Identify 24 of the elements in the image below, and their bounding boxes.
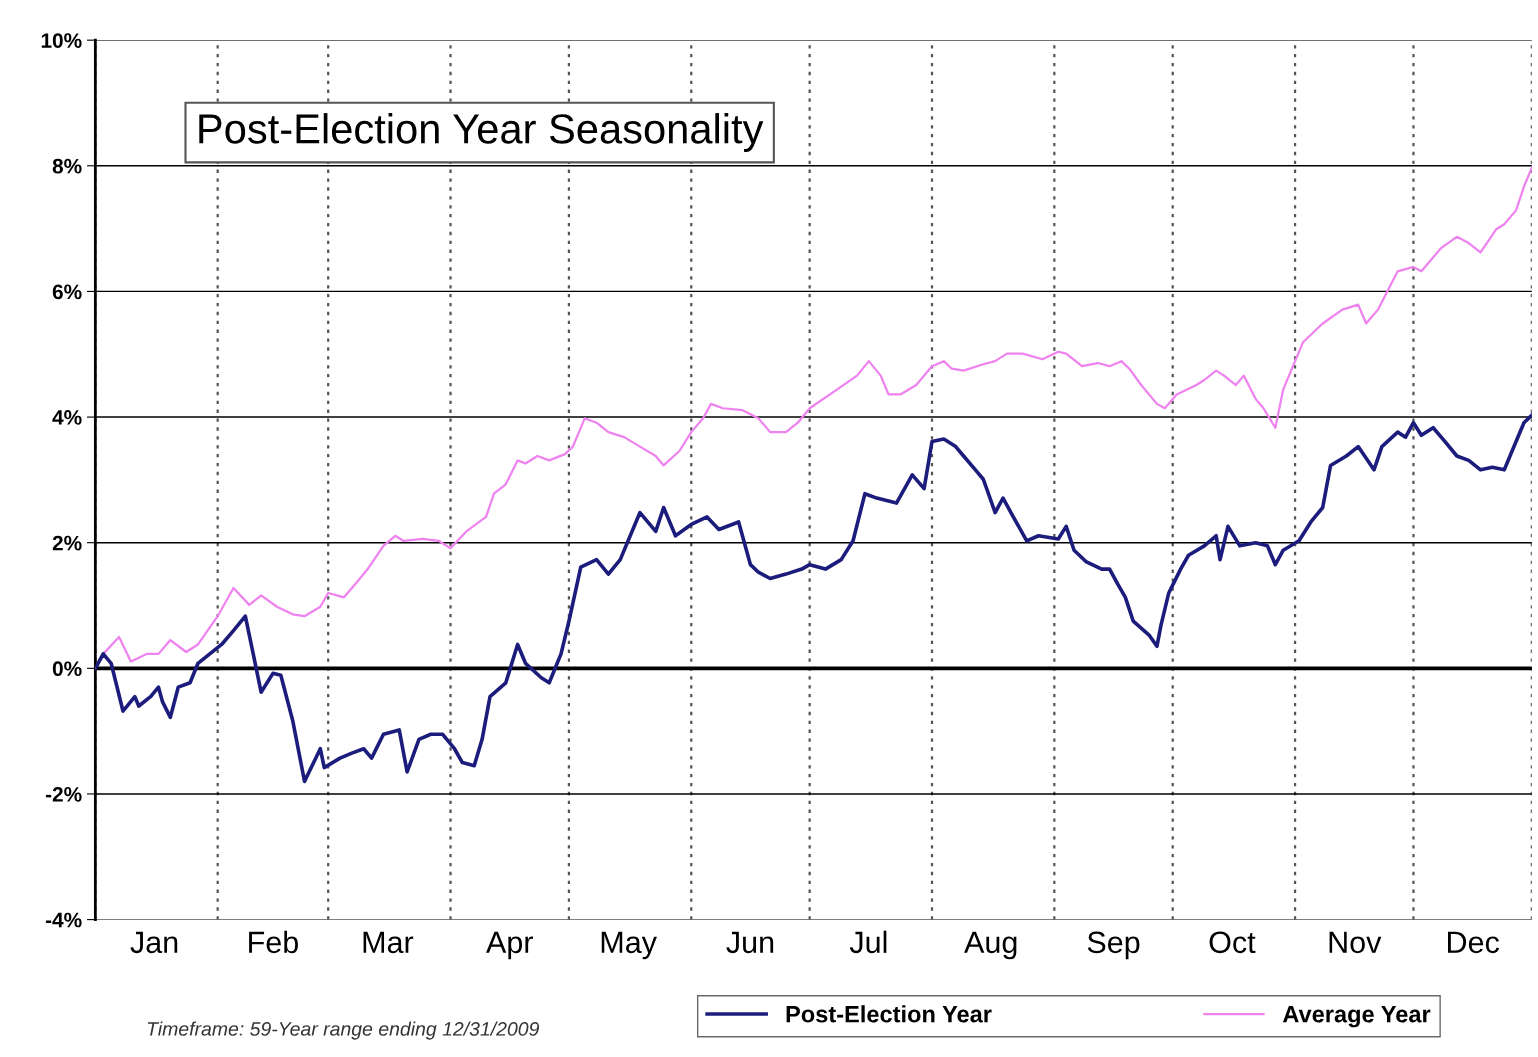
y-tick-label: -2% — [45, 786, 82, 802]
y-tick-label: 0% — [52, 661, 82, 677]
x-tick-label: Nov — [1329, 931, 1382, 954]
x-tick-label: Jun — [726, 931, 774, 954]
x-tick-label: Feb — [249, 930, 298, 954]
text: Post-Election Year Seasonality — [199, 113, 764, 152]
y-tick-label: 10% — [41, 33, 82, 48]
y-tick-label: 2% — [52, 535, 82, 551]
y-tick-label: 4% — [52, 410, 82, 425]
x-tick-label: Oct — [1209, 931, 1256, 954]
x-tick-label: Jan — [130, 931, 178, 954]
x-tick-label: Dec — [1447, 931, 1500, 954]
legend-label: Average Year — [1282, 1006, 1431, 1028]
x-tick-label: Sep — [1087, 931, 1140, 960]
legend-label: Post-Election Year — [786, 1005, 992, 1023]
y-tick-label: 6% — [52, 284, 82, 300]
y-tick-label: -4% — [45, 912, 82, 928]
x-tick-label: Jul — [849, 930, 887, 954]
x-tick-label: Aug — [964, 931, 1017, 960]
x-tick-label: Mar — [363, 931, 414, 954]
y-tick-label: 8% — [52, 158, 82, 174]
text: Timeframe: 59-Year range ending 12/31/2009 — [147, 1021, 540, 1040]
x-tick-label: Apr — [486, 931, 533, 960]
x-tick-label: May — [601, 931, 657, 960]
